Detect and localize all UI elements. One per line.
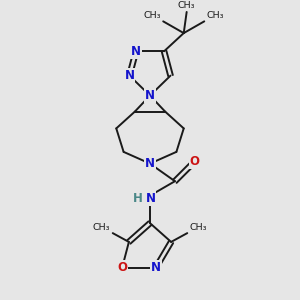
Text: O: O <box>190 155 200 168</box>
Text: CH₃: CH₃ <box>143 11 161 20</box>
Text: N: N <box>131 45 141 58</box>
Text: CH₃: CH₃ <box>178 1 195 10</box>
Text: CH₃: CH₃ <box>207 11 224 20</box>
Text: N: N <box>146 192 156 205</box>
Text: N: N <box>145 157 155 170</box>
Text: CH₃: CH₃ <box>190 223 207 232</box>
Text: N: N <box>145 89 155 102</box>
Text: CH₃: CH₃ <box>93 223 110 232</box>
Text: N: N <box>151 261 161 274</box>
Text: N: N <box>124 69 134 82</box>
Text: O: O <box>117 261 127 274</box>
Text: H: H <box>133 192 143 205</box>
